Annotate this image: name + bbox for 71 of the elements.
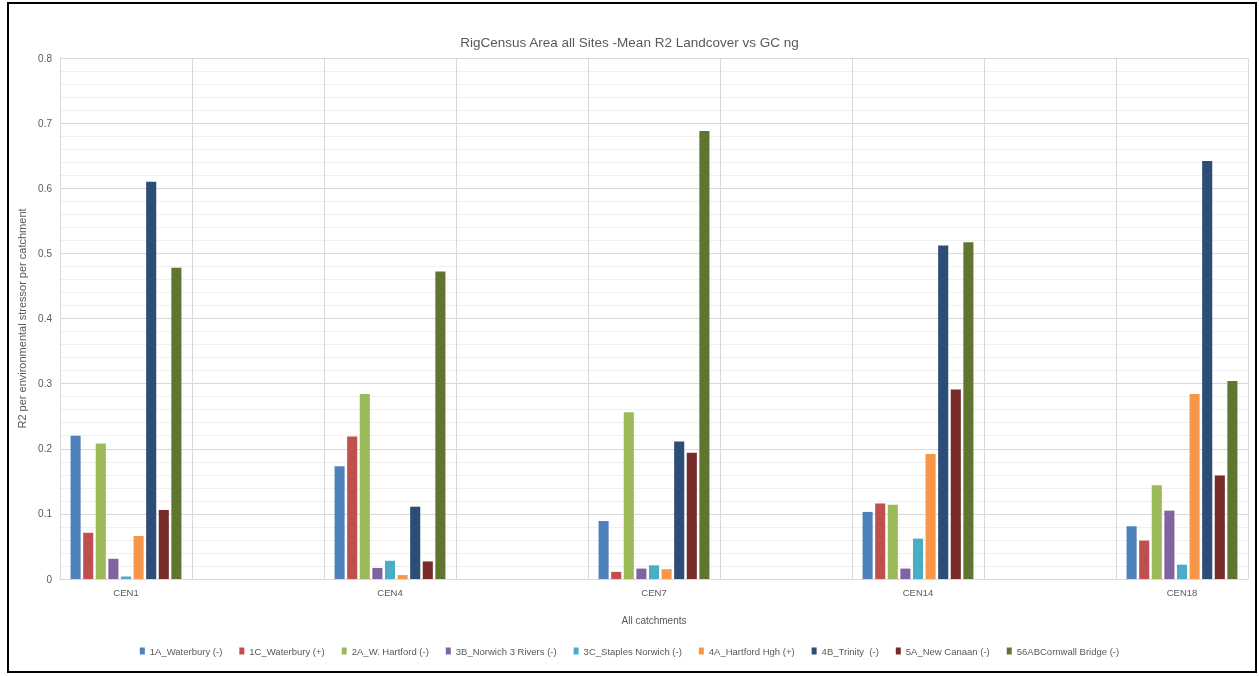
x-tick-label: CEN1 — [113, 586, 139, 598]
bar — [699, 130, 710, 579]
chart-title: RigCensus Area all Sites -Mean R2 Landcover vs GC ng — [460, 34, 799, 50]
bar — [133, 536, 144, 579]
legend-label: 5A_New Canaan (-) — [905, 645, 990, 657]
legend-label: 3C_Staples Norwich (-) — [583, 645, 682, 657]
bar — [950, 389, 961, 579]
bar — [435, 271, 446, 579]
y-tick-label: 0 — [46, 573, 53, 585]
bar — [1214, 475, 1225, 579]
y-tick-label: 0.1 — [38, 508, 53, 520]
x-tick-label: CEN7 — [641, 586, 667, 598]
y-tick-label: 0.2 — [38, 443, 53, 455]
legend-label: 1C_Waterbury (+) — [249, 645, 325, 657]
bar — [171, 267, 182, 579]
y-axis-title: R2 per environmental stressor per catchment — [15, 208, 28, 429]
bar — [598, 521, 609, 579]
bar — [887, 504, 898, 579]
bar — [334, 466, 345, 579]
bar — [875, 503, 886, 579]
bar — [623, 412, 634, 579]
y-tick-label: 0.4 — [38, 313, 53, 324]
y-tick-label: 0.8 — [38, 52, 53, 64]
bar — [1176, 564, 1188, 579]
bar — [1202, 160, 1213, 579]
bar — [384, 560, 396, 579]
bar — [674, 441, 685, 579]
bar — [963, 242, 974, 579]
y-tick-label: 0.3 — [38, 378, 53, 390]
bar — [1126, 526, 1137, 579]
bar — [1151, 485, 1162, 579]
bar — [359, 394, 370, 579]
bar — [648, 565, 660, 579]
legend-label: 1A_Waterbury (-) — [149, 645, 223, 657]
bar — [146, 181, 157, 579]
y-tick-label: 0.7 — [38, 117, 53, 129]
y-tick-label: 0.5 — [38, 247, 53, 259]
legend-label: 4A_Hartford Hgh (+) — [708, 645, 795, 657]
bar — [661, 569, 672, 579]
bar — [636, 568, 647, 579]
x-axis-title: All catchments — [621, 614, 687, 626]
y-tick-label: 0.6 — [38, 182, 53, 194]
bar — [912, 538, 924, 579]
bar — [397, 575, 408, 579]
legend-label: 2A_W. Hartford (-) — [351, 645, 429, 657]
x-tick-label: CEN14 — [902, 586, 934, 598]
bar — [120, 576, 132, 579]
bar — [925, 453, 936, 579]
legend-label: 3B_Norwich 3 Rivers (-) — [455, 645, 557, 657]
bar — [95, 443, 106, 579]
x-tick-label: CEN4 — [377, 586, 403, 598]
bar — [1139, 540, 1150, 579]
bar — [1189, 394, 1200, 579]
bar — [862, 511, 873, 579]
bar — [347, 436, 358, 579]
legend-label: 56ABCornwall Bridge (-) — [1016, 645, 1120, 657]
bar — [158, 509, 169, 579]
legend-label: 4B_Trinity (-) — [821, 645, 879, 657]
bar — [1227, 381, 1238, 579]
bar — [108, 558, 119, 579]
bar — [1164, 510, 1175, 579]
bar — [900, 568, 911, 579]
bar — [938, 245, 949, 579]
bar — [422, 561, 433, 579]
x-tick-label: CEN18 — [1166, 586, 1198, 598]
bar — [83, 532, 94, 579]
bar — [611, 571, 622, 579]
bar — [372, 567, 383, 579]
bar — [410, 506, 421, 579]
bar — [686, 452, 697, 579]
bar — [70, 435, 81, 579]
